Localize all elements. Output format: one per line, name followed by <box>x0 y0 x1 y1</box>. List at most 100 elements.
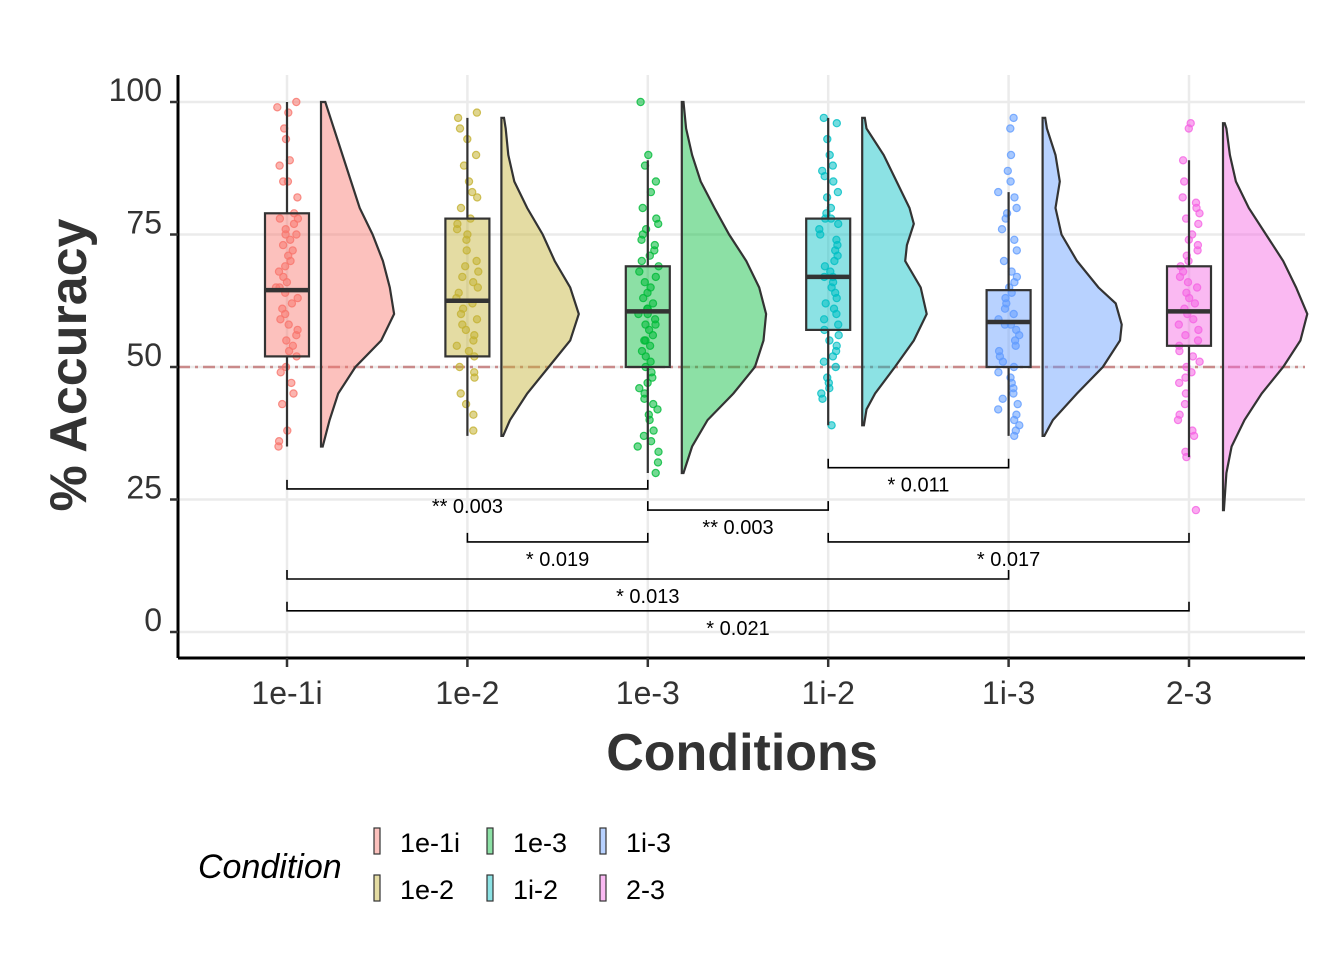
data-point-1e-2 <box>474 267 483 276</box>
significance-label-0: ** 0.003 <box>432 496 503 518</box>
significance-label-4: * 0.017 <box>977 549 1040 571</box>
data-point-1i-3 <box>1009 113 1018 123</box>
data-point-2-3 <box>1190 299 1200 308</box>
x-axis-title: Conditions <box>606 724 878 782</box>
significance-label-2: * 0.011 <box>887 475 949 497</box>
data-point-1i-2 <box>819 113 829 123</box>
data-point-1i-2 <box>822 193 832 202</box>
box-2-3 <box>1165 265 1213 347</box>
data-point-1e-3 <box>635 267 644 276</box>
data-point-1i-2 <box>834 331 843 340</box>
data-point-1e-1i <box>273 103 282 112</box>
y-axis-title: % Accuracy <box>40 218 98 511</box>
data-point-1e-3 <box>644 150 653 160</box>
data-point-1i-2 <box>834 320 843 329</box>
x-tick-label-1i-2: 1i-2 <box>802 675 855 711</box>
significance-bracket-5 <box>286 570 1010 580</box>
data-point-1i-3 <box>1006 124 1015 133</box>
legend-label-1i-2: 1i-2 <box>513 875 558 905</box>
data-point-2-3 <box>1174 378 1184 388</box>
data-point-1e-1i <box>293 193 302 202</box>
data-point-1e-3 <box>640 336 649 345</box>
data-point-1i-2 <box>832 118 842 128</box>
box-1i-2 <box>805 217 852 332</box>
significance-bracket-6 <box>286 601 1190 612</box>
data-point-2-3 <box>1195 357 1204 366</box>
data-point-1i-3 <box>994 187 1003 197</box>
data-point-1i-3 <box>1012 246 1022 255</box>
data-point-1i-2 <box>832 293 841 303</box>
data-point-1e-2 <box>456 203 466 213</box>
data-point-1e-1i <box>292 97 301 107</box>
data-point-1e-2 <box>468 187 477 197</box>
significance-label-5: * 0.013 <box>616 586 679 608</box>
data-point-1e-2 <box>472 256 481 266</box>
data-point-2-3 <box>1195 209 1204 218</box>
data-point-1e-1i <box>289 389 298 398</box>
data-point-1e-2 <box>461 399 471 409</box>
data-point-1e-2 <box>469 410 478 419</box>
data-point-1i-2 <box>819 357 829 366</box>
data-point-1e-2 <box>472 108 482 117</box>
legend-label-1e-3: 1e-3 <box>513 828 567 858</box>
significance-label-6: * 0.021 <box>706 618 769 640</box>
data-point-2-3 <box>1194 325 1203 335</box>
data-point-1i-3 <box>1009 389 1018 398</box>
data-point-2-3 <box>1184 293 1194 303</box>
boxplots <box>263 102 1213 473</box>
data-point-1i-3 <box>1010 235 1019 244</box>
data-point-1e-1i <box>287 378 296 388</box>
data-point-1i-2 <box>825 336 834 345</box>
legend-key-1i-2 <box>486 874 494 902</box>
data-point-1e-3 <box>651 468 660 478</box>
data-point-1e-3 <box>648 331 658 340</box>
data-point-1i-3 <box>1003 166 1013 176</box>
box-1i-3 <box>985 289 1032 369</box>
data-point-1i-3 <box>994 405 1003 414</box>
legend-label-1i-3: 1i-3 <box>626 828 671 858</box>
data-point-1i-3 <box>1006 150 1016 160</box>
data-point-1i-3 <box>1010 193 1019 202</box>
x-tick-label-1i-3: 1i-3 <box>982 675 1035 711</box>
data-point-2-3 <box>1191 505 1201 515</box>
legend-key-1e-3 <box>486 827 494 855</box>
data-point-1e-2 <box>461 262 470 271</box>
data-point-1e-3 <box>640 278 650 287</box>
data-point-1e-2 <box>464 346 474 356</box>
data-point-1i-3 <box>1006 177 1015 186</box>
data-point-1e-3 <box>636 97 645 107</box>
data-point-1i-3 <box>1012 203 1021 213</box>
data-point-1e-1i <box>274 442 283 451</box>
data-point-1e-3 <box>654 219 663 229</box>
density-clouds <box>319 100 1309 512</box>
density-cloud-2-3 <box>1221 122 1309 512</box>
data-point-1e-3 <box>648 299 658 308</box>
data-point-1i-2 <box>830 256 839 266</box>
data-point-2-3 <box>1173 415 1183 425</box>
legend-key-1i-3 <box>599 827 607 855</box>
data-point-1e-2 <box>456 309 466 319</box>
data-point-2-3 <box>1183 278 1193 287</box>
density-cloud-1e-2 <box>500 116 580 437</box>
data-point-1e-3 <box>649 426 658 435</box>
legend-key-2-3 <box>599 874 607 902</box>
data-point-1e-3 <box>646 357 655 366</box>
significance-bracket-2 <box>827 458 1010 469</box>
x-axis-ticks: 1e-1i 1e-2 1e-3 1i-2 1i-3 2-3 <box>251 658 1212 711</box>
data-point-1e-1i <box>281 230 290 239</box>
box-1e-3 <box>624 265 671 369</box>
jitter-points <box>271 97 1204 515</box>
data-point-1i-3 <box>1009 309 1018 319</box>
density-cloud-1i-2 <box>861 116 928 427</box>
data-point-1e-1i <box>289 219 299 229</box>
significance-label-1: ** 0.003 <box>702 517 773 539</box>
data-point-1e-1i <box>276 368 285 377</box>
significance-bracket-3 <box>466 532 649 543</box>
legend-label-1e-2: 1e-2 <box>400 875 454 905</box>
data-point-1i-3 <box>1010 415 1019 425</box>
data-point-1e-2 <box>473 283 482 292</box>
data-point-2-3 <box>1192 283 1202 292</box>
data-point-1i-3 <box>1013 399 1022 409</box>
data-point-1i-3 <box>998 394 1007 403</box>
